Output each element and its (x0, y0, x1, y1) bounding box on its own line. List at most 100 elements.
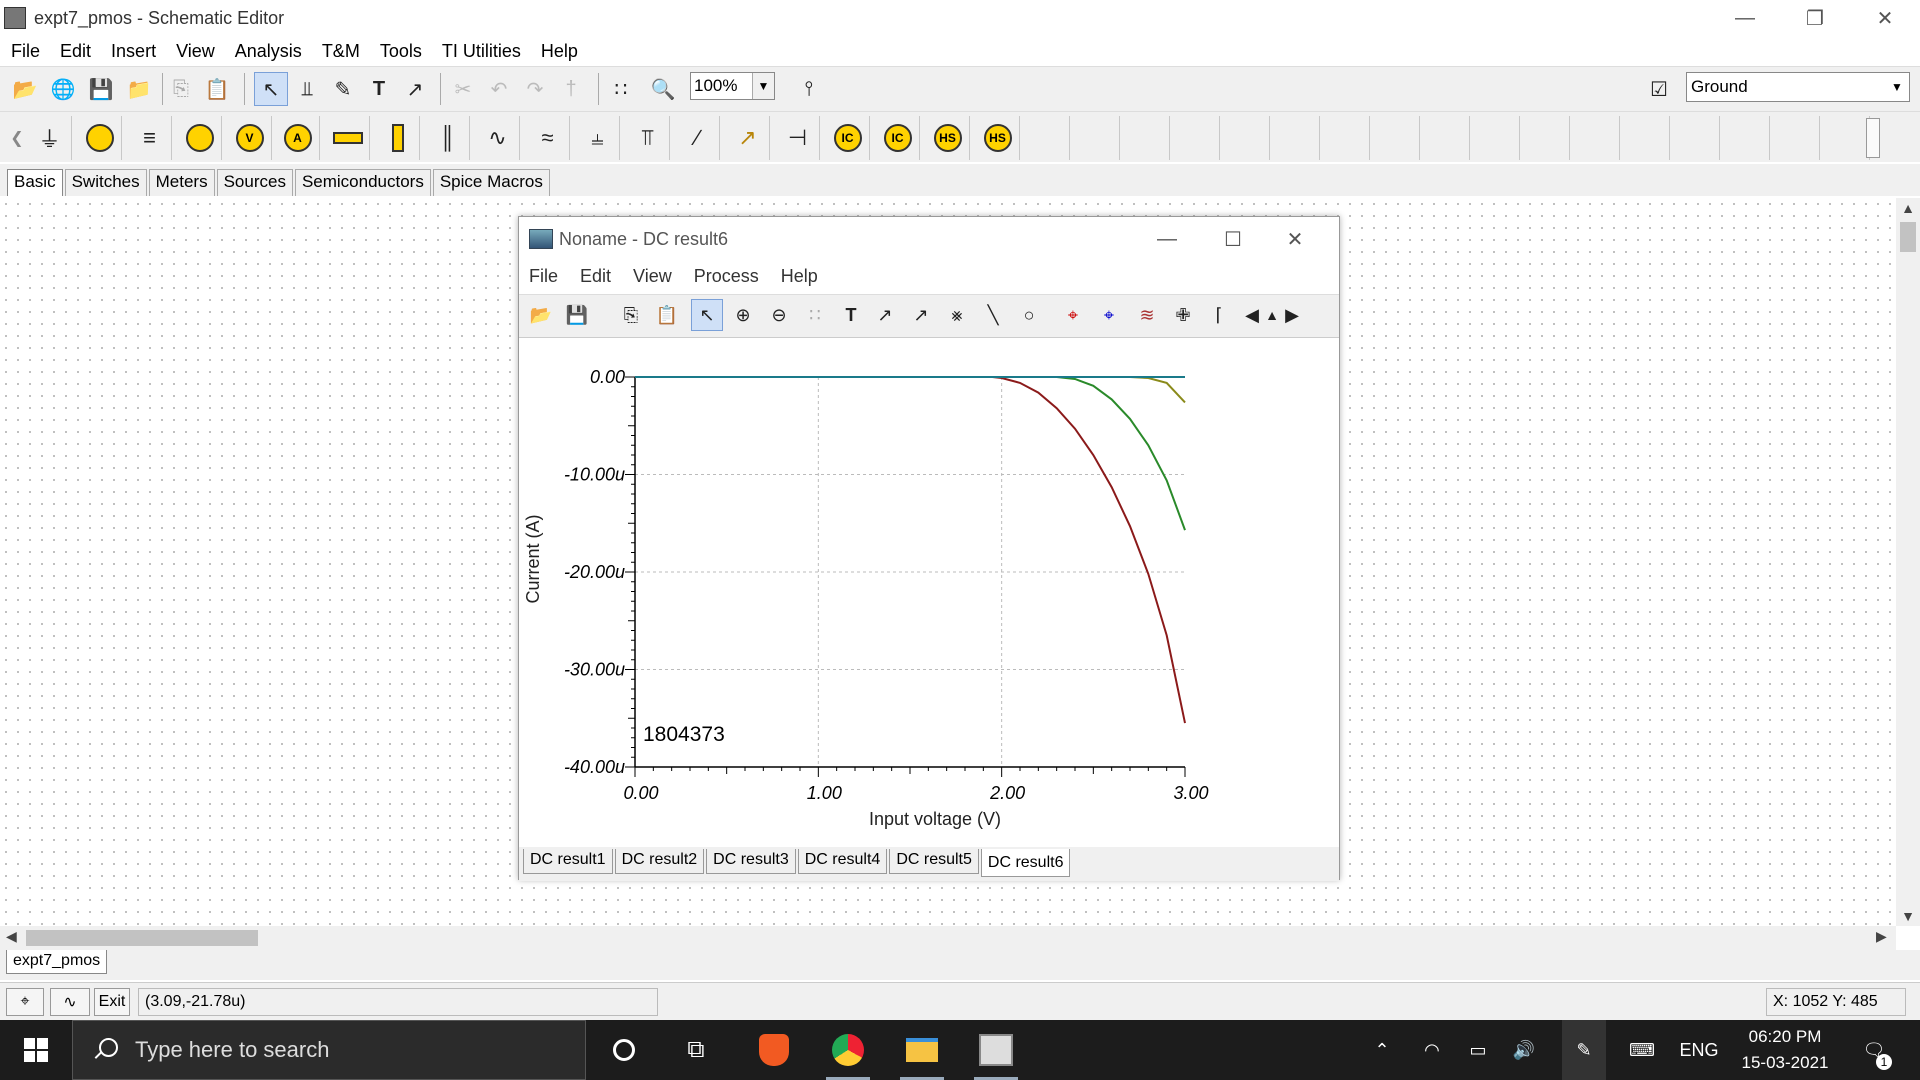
tab-dc-result5[interactable]: DC result5 (889, 849, 979, 874)
scroll-left-icon[interactable]: ❮ (10, 130, 24, 147)
menu-file[interactable]: File (11, 40, 41, 61)
graph-icon[interactable]: ↗ (406, 78, 424, 101)
undo-icon[interactable]: ↶ (490, 78, 508, 101)
tina-app-icon[interactable] (966, 1020, 1026, 1080)
tab-switches[interactable]: Switches (64, 169, 147, 196)
save-icon[interactable]: 💾 (88, 78, 114, 101)
chevron-down-icon[interactable]: ▼ (1891, 80, 1903, 94)
menu-edit[interactable]: Edit (60, 40, 92, 61)
tab-semiconductors[interactable]: Semiconductors (294, 169, 431, 196)
component-select[interactable]: Ground ▼ (1686, 72, 1910, 102)
circle-icon[interactable]: ○ (1023, 304, 1035, 325)
vertical-scrollbar[interactable]: ▲ ▼ (1896, 198, 1920, 926)
tab-spice-macros[interactable]: Spice Macros (432, 169, 550, 196)
scroll-handle[interactable] (1866, 118, 1880, 158)
ammeter-icon[interactable]: A (276, 116, 320, 160)
menu-view[interactable]: View (633, 265, 672, 286)
pencil-icon[interactable]: ✎ (334, 78, 352, 101)
open-icon[interactable]: 📁 (126, 78, 152, 101)
ground-icon[interactable]: ⏚ (28, 116, 72, 160)
chevron-down-icon[interactable]: ▼ (752, 73, 774, 99)
sheet-tab[interactable]: expt7_pmos (6, 950, 108, 974)
clock[interactable]: 06:20 PM 15-03-2021 (1730, 1020, 1840, 1080)
tab-dc-result4[interactable]: DC result4 (797, 849, 888, 874)
restore-button[interactable]: ❐ (1806, 7, 1824, 30)
tab-basic[interactable]: Basic (7, 169, 63, 196)
step-icon[interactable]: ⌈ (1215, 304, 1223, 325)
add-curve-icon[interactable]: ≋ (1139, 304, 1155, 325)
current-source-icon[interactable] (178, 116, 222, 160)
text-icon[interactable]: T (372, 77, 386, 100)
copy-icon[interactable]: ⎘ (623, 304, 639, 325)
menu-insert[interactable]: Insert (111, 40, 157, 61)
menu-edit[interactable]: Edit (580, 265, 612, 286)
ic-icon[interactable]: IC (826, 116, 870, 160)
minimize-button[interactable]: — (1735, 6, 1755, 29)
battery-icon[interactable]: ▭ (1469, 1039, 1487, 1060)
crosshair-icon[interactable]: † (565, 77, 577, 100)
pointer-icon[interactable]: ↖ (691, 299, 723, 331)
menu-tools[interactable]: Tools (379, 40, 422, 61)
waveform-icon[interactable]: ∿ (50, 988, 90, 1016)
transformer-icon[interactable]: ≈ (526, 116, 570, 160)
globe-icon[interactable]: 🌐 (50, 78, 76, 101)
tab-dc-result1[interactable]: DC result1 (523, 849, 613, 874)
scroll-left-icon[interactable]: ◀ (6, 928, 17, 944)
scroll-right-icon[interactable]: ▶ (1876, 928, 1887, 944)
zoom-out-icon[interactable]: ⊖ (771, 304, 787, 325)
cursor-blue-icon[interactable]: ⌖ (1103, 304, 1115, 325)
probe-icon[interactable]: ⫯ (804, 77, 814, 100)
exit-button[interactable]: Exit (94, 988, 130, 1016)
wire-icon[interactable]: ⫫ (301, 77, 313, 100)
resistor-icon[interactable] (326, 116, 370, 160)
potentiometer-icon[interactable]: ↗ (726, 116, 770, 160)
grid-icon[interactable]: ∷ (809, 304, 821, 325)
tab-sources[interactable]: Sources (216, 169, 293, 196)
open-folder-icon[interactable]: 📂 (12, 78, 38, 101)
zoom-select[interactable]: 100% ▼ (690, 72, 775, 100)
pen-icon[interactable]: ✎ (1562, 1020, 1606, 1080)
cursor-red-icon[interactable]: ⌖ (1067, 304, 1079, 325)
wifi-icon[interactable]: ◠ (1424, 1039, 1440, 1060)
cursor-b-icon[interactable]: ↗ (913, 304, 929, 325)
chrome-icon[interactable] (818, 1020, 878, 1080)
menu-help[interactable]: Help (540, 40, 578, 61)
start-button[interactable] (0, 1020, 72, 1080)
pointer-icon[interactable]: ↖ (254, 72, 288, 106)
language-indicator[interactable]: ENG (1679, 1039, 1719, 1060)
tab-meters[interactable]: Meters (148, 169, 215, 196)
text-icon[interactable]: T (845, 304, 857, 325)
task-view-icon[interactable]: ⧉ (687, 1036, 705, 1063)
tab-dc-result3[interactable]: DC result3 (706, 849, 796, 874)
scroll-thumb[interactable] (1900, 222, 1916, 252)
chevron-up-icon[interactable]: ⌃ (1374, 1039, 1390, 1060)
file-explorer-icon[interactable] (892, 1020, 952, 1080)
minimize-button[interactable]: — (1157, 227, 1177, 250)
scroll-up-icon[interactable]: ▲ (1901, 200, 1915, 216)
inductor-icon[interactable]: ∿ (476, 116, 520, 160)
cut-icon[interactable]: ✂ (454, 78, 472, 101)
menu-tm[interactable]: T&M (321, 40, 360, 61)
hs-icon[interactable]: HS (926, 116, 970, 160)
arrow-right-icon[interactable]: ▶ (1285, 304, 1299, 325)
save-icon[interactable]: 💾 (565, 304, 589, 325)
pick-curve-icon[interactable]: ✙ (1175, 304, 1191, 325)
taskbar-search[interactable]: Type here to search (72, 1020, 586, 1080)
copy-icon[interactable]: ⎘ (173, 77, 189, 100)
menu-process[interactable]: Process (693, 265, 759, 286)
volume-icon[interactable]: 🔊 (1512, 1039, 1536, 1060)
scroll-down-icon[interactable]: ▼ (1901, 908, 1915, 924)
redo-icon[interactable]: ↷ (526, 78, 544, 101)
switch-icon[interactable]: ⫨ (576, 116, 620, 160)
relay-icon[interactable]: ⫪ (626, 116, 670, 160)
tab-dc-result2[interactable]: DC result2 (614, 849, 705, 874)
paste-icon[interactable]: 📋 (204, 78, 230, 101)
diode-icon[interactable] (376, 116, 420, 160)
plot-area[interactable]: 0.00 1.00 2.00 3.00 0.00 -10.00u -20.00u -30.00… (519, 339, 1339, 839)
maximize-button[interactable]: ☐ (1224, 228, 1242, 251)
terminal-icon[interactable]: ⊣ (776, 116, 820, 160)
close-button[interactable]: ✕ (1286, 228, 1304, 251)
open-folder-icon[interactable]: 📂 (529, 304, 553, 325)
brave-icon[interactable] (744, 1020, 804, 1080)
cortana-icon[interactable] (594, 1020, 654, 1080)
